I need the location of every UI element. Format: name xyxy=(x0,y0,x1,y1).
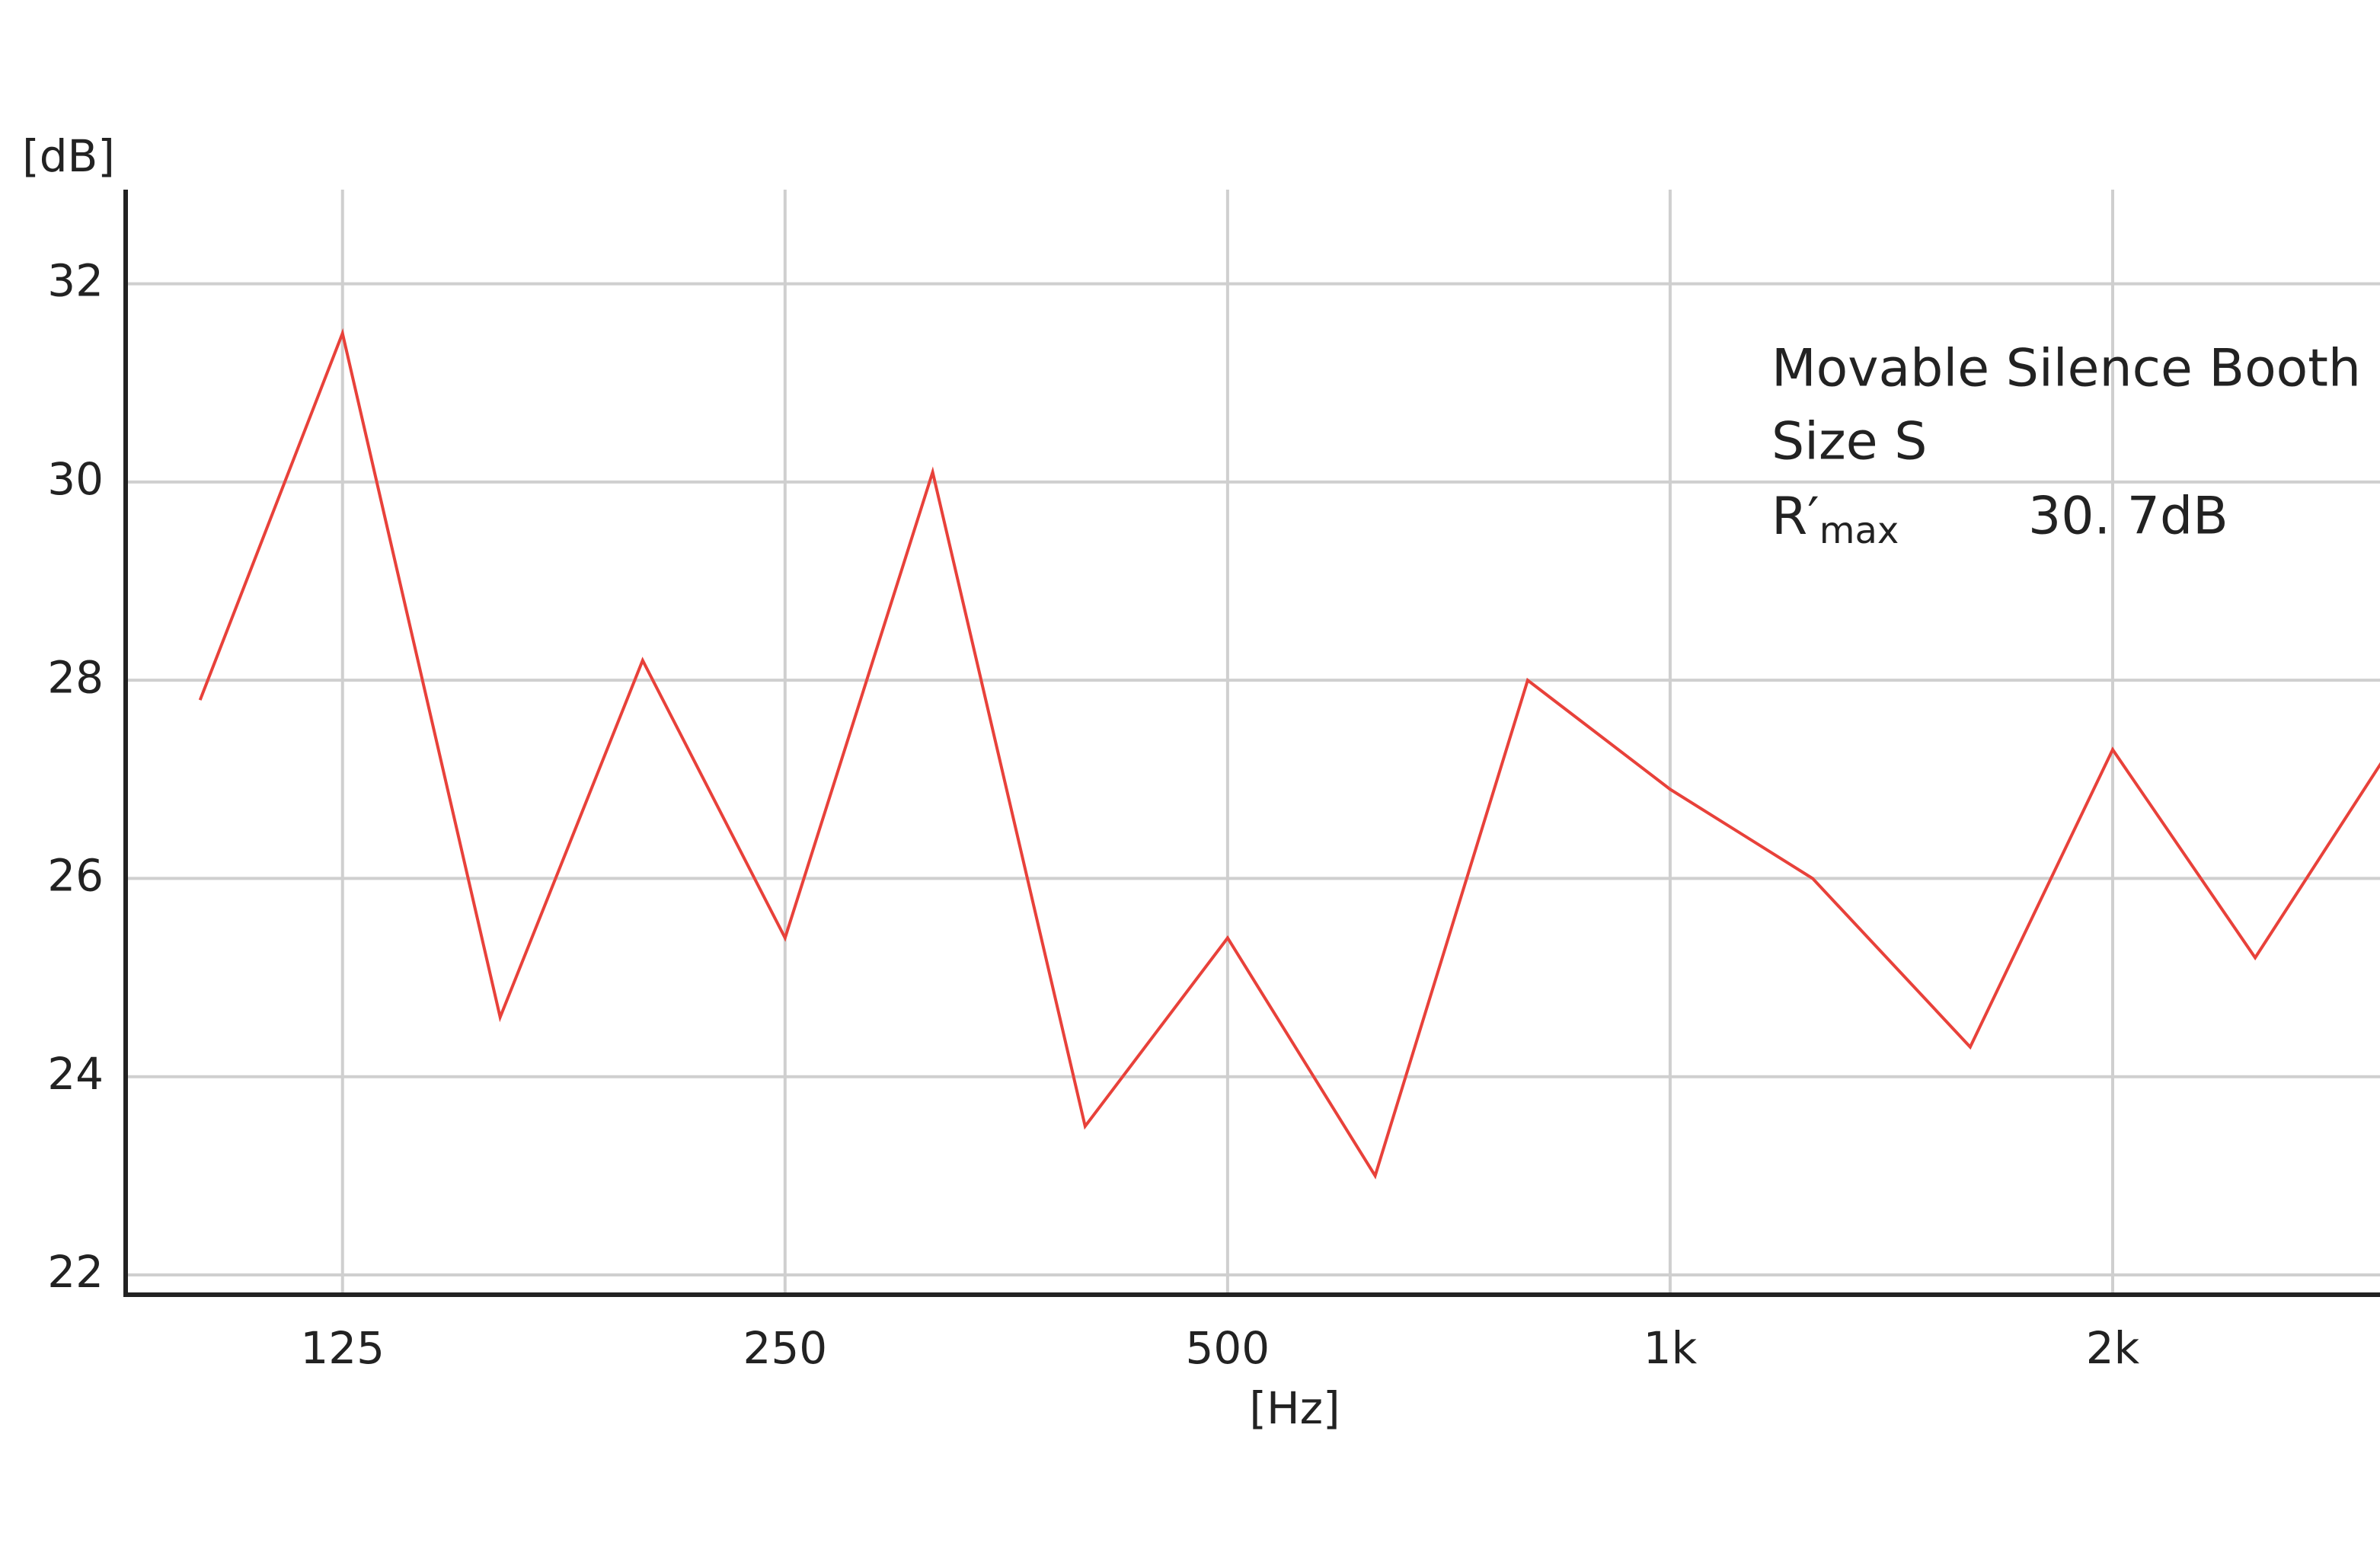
x-tick-label: 1k xyxy=(1644,1322,1698,1374)
annotation-line: Size S xyxy=(1771,412,1927,472)
y-tick-label: 22 xyxy=(47,1246,104,1298)
annotation-value: 30. 7dB xyxy=(2028,487,2228,547)
y-tick-label: 28 xyxy=(47,651,104,703)
y-tick-label: 32 xyxy=(47,255,104,307)
data-line xyxy=(198,327,2380,1180)
annotation-line: Movable Silence Booth xyxy=(1771,339,2361,399)
y-tick-label: 30 xyxy=(47,453,104,505)
x-axis-label: [Hz] xyxy=(1249,1382,1340,1434)
y-tick-label: 26 xyxy=(47,850,104,902)
x-tick-label: 125 xyxy=(300,1322,385,1374)
annotation-label-sub: max xyxy=(1819,510,1899,552)
x-tick-label: 500 xyxy=(1186,1322,1270,1374)
grid xyxy=(126,190,2380,1295)
annotation-label: R′max xyxy=(1771,487,1899,552)
plot-area xyxy=(198,327,2380,1180)
x-tick-label: 2k xyxy=(2086,1322,2140,1374)
y-tick-label: 24 xyxy=(47,1048,104,1100)
annotation-label-main: R′ xyxy=(1771,487,1819,547)
x-tick-label: 250 xyxy=(743,1322,827,1374)
y-axis-label: [dB] xyxy=(22,130,115,182)
